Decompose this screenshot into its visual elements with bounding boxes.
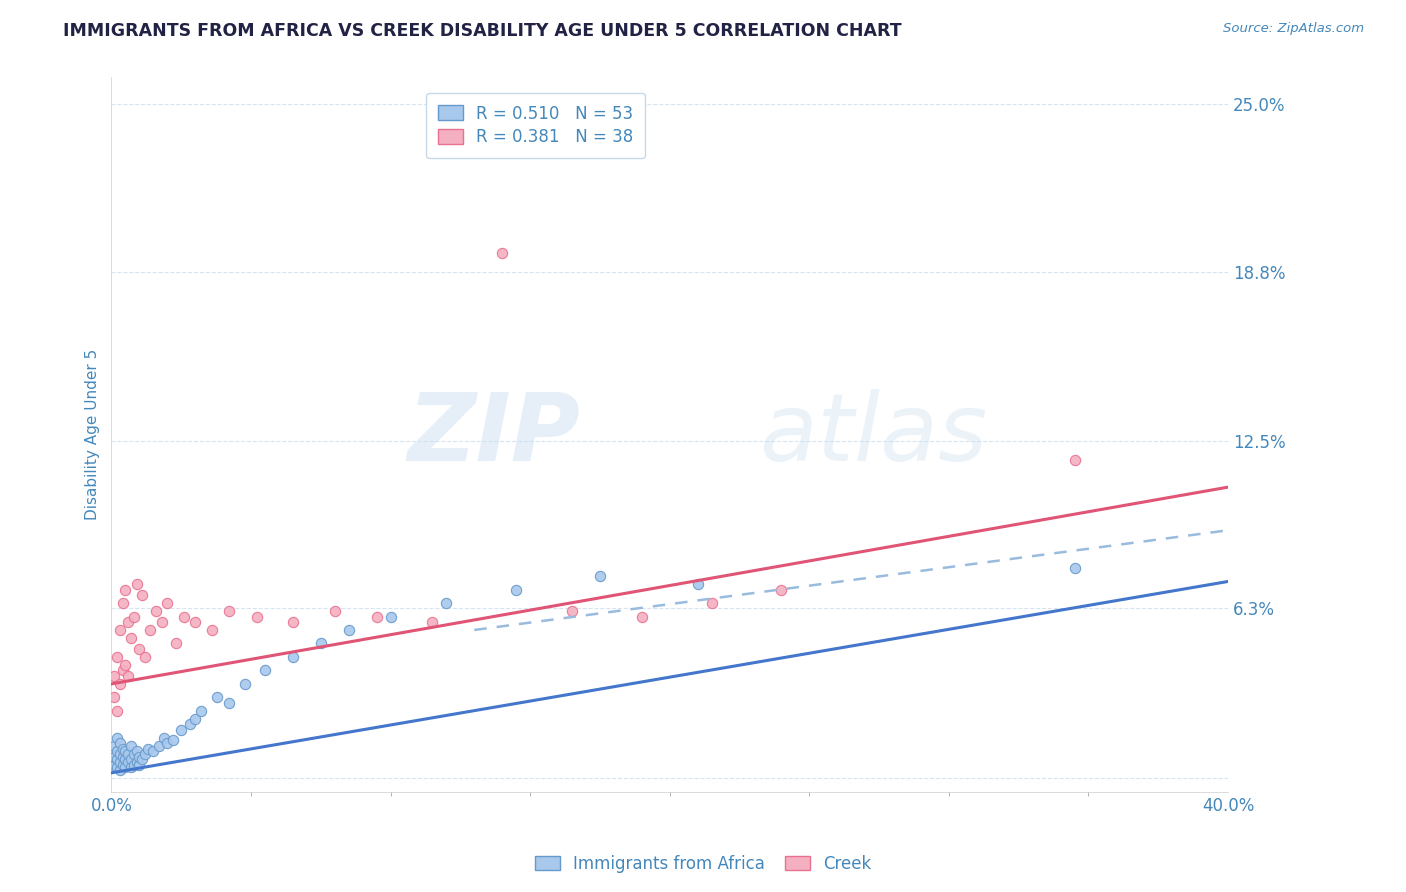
Point <box>125 755 148 769</box>
Point <box>1063 453 1085 467</box>
Point <box>122 747 145 761</box>
Point <box>122 757 145 772</box>
Text: Source: ZipAtlas.com: Source: ZipAtlas.com <box>1223 22 1364 36</box>
Point <box>366 609 388 624</box>
Point <box>117 747 139 761</box>
Point <box>190 704 212 718</box>
Point <box>111 596 134 610</box>
Point <box>114 760 136 774</box>
Point <box>323 604 346 618</box>
Point <box>134 649 156 664</box>
Point <box>114 752 136 766</box>
Point <box>491 245 513 260</box>
Point <box>281 615 304 629</box>
Point <box>128 757 150 772</box>
Point <box>103 690 125 705</box>
Point <box>245 609 267 624</box>
Point <box>145 604 167 618</box>
Point <box>142 744 165 758</box>
Point <box>218 696 240 710</box>
Point <box>235 677 257 691</box>
Point <box>128 641 150 656</box>
Point <box>111 741 134 756</box>
Point <box>380 609 402 624</box>
Point <box>103 669 125 683</box>
Point <box>122 609 145 624</box>
Text: ZIP: ZIP <box>408 389 581 481</box>
Point <box>201 623 224 637</box>
Point <box>103 739 125 753</box>
Point <box>117 755 139 769</box>
Point <box>207 690 229 705</box>
Point <box>218 604 240 618</box>
Point <box>173 609 195 624</box>
Point <box>630 609 652 624</box>
Point <box>131 752 153 766</box>
Point <box>114 582 136 597</box>
Y-axis label: Disability Age Under 5: Disability Age Under 5 <box>86 349 100 520</box>
Point <box>436 596 458 610</box>
Point <box>150 615 173 629</box>
Point <box>114 658 136 673</box>
Point <box>139 623 162 637</box>
Text: atlas: atlas <box>759 389 987 480</box>
Point <box>770 582 793 597</box>
Point <box>108 736 131 750</box>
Point <box>117 669 139 683</box>
Point <box>120 631 142 645</box>
Point <box>103 749 125 764</box>
Point <box>108 755 131 769</box>
Point <box>170 723 193 737</box>
Point <box>162 733 184 747</box>
Point <box>125 577 148 591</box>
Point <box>108 763 131 777</box>
Point <box>103 757 125 772</box>
Point <box>108 623 131 637</box>
Point <box>111 757 134 772</box>
Legend: R = 0.510   N = 53, R = 0.381   N = 38: R = 0.510 N = 53, R = 0.381 N = 38 <box>426 93 645 158</box>
Point <box>505 582 527 597</box>
Point <box>153 731 176 745</box>
Point <box>165 636 187 650</box>
Point <box>337 623 360 637</box>
Point <box>156 736 179 750</box>
Point <box>111 749 134 764</box>
Point <box>156 596 179 610</box>
Point <box>105 704 128 718</box>
Point <box>131 588 153 602</box>
Point <box>1063 561 1085 575</box>
Point <box>422 615 444 629</box>
Point <box>253 664 276 678</box>
Point <box>120 752 142 766</box>
Point <box>128 749 150 764</box>
Point <box>105 649 128 664</box>
Point <box>281 649 304 664</box>
Point <box>125 744 148 758</box>
Point <box>117 615 139 629</box>
Point <box>184 712 207 726</box>
Legend: Immigrants from Africa, Creek: Immigrants from Africa, Creek <box>527 848 879 880</box>
Point <box>134 747 156 761</box>
Point <box>309 636 332 650</box>
Point <box>105 752 128 766</box>
Point <box>184 615 207 629</box>
Point <box>114 744 136 758</box>
Point <box>686 577 709 591</box>
Point <box>561 604 583 618</box>
Text: IMMIGRANTS FROM AFRICA VS CREEK DISABILITY AGE UNDER 5 CORRELATION CHART: IMMIGRANTS FROM AFRICA VS CREEK DISABILI… <box>63 22 901 40</box>
Point <box>589 569 612 583</box>
Point <box>179 717 201 731</box>
Point <box>108 747 131 761</box>
Point <box>111 664 134 678</box>
Point <box>120 739 142 753</box>
Point <box>148 739 170 753</box>
Point <box>700 596 723 610</box>
Point <box>136 741 159 756</box>
Point <box>120 760 142 774</box>
Point <box>108 677 131 691</box>
Point <box>105 744 128 758</box>
Point <box>105 731 128 745</box>
Point <box>105 760 128 774</box>
